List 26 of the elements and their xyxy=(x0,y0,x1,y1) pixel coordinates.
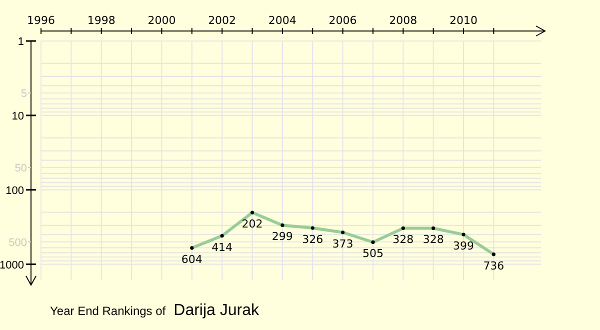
y-tick-label: 100 xyxy=(6,184,24,197)
data-label: 414 xyxy=(212,240,233,254)
x-tick-label: 2004 xyxy=(268,14,296,27)
data-label: 328 xyxy=(422,233,444,246)
data-label: 736 xyxy=(483,259,504,272)
x-tick-label: 2002 xyxy=(208,14,236,27)
data-label: 328 xyxy=(392,233,414,246)
data-label: 373 xyxy=(332,237,354,250)
line-series xyxy=(190,210,496,256)
x-tick-label: 1998 xyxy=(87,14,116,27)
data-label: 202 xyxy=(242,218,263,231)
x-tick-label: 1996 xyxy=(27,14,55,27)
data-label: 604 xyxy=(181,252,202,266)
text: Year End Rankings of xyxy=(50,304,166,318)
x-tick-label: 2008 xyxy=(389,14,418,27)
data-label: 505 xyxy=(362,247,384,260)
y-tick-label: 10 xyxy=(12,110,24,122)
data-label: 399 xyxy=(453,240,474,253)
data-label: 299 xyxy=(272,230,293,244)
y-tick-label: 1 xyxy=(18,36,24,48)
data-label: 326 xyxy=(302,233,324,246)
text: Darija Jurak xyxy=(174,302,260,319)
x-tick-label: 2006 xyxy=(328,14,357,27)
x-tick-label: 2000 xyxy=(148,14,176,27)
y-tick-label: 1000 xyxy=(0,259,24,272)
x-tick-label: 2010 xyxy=(450,14,478,27)
